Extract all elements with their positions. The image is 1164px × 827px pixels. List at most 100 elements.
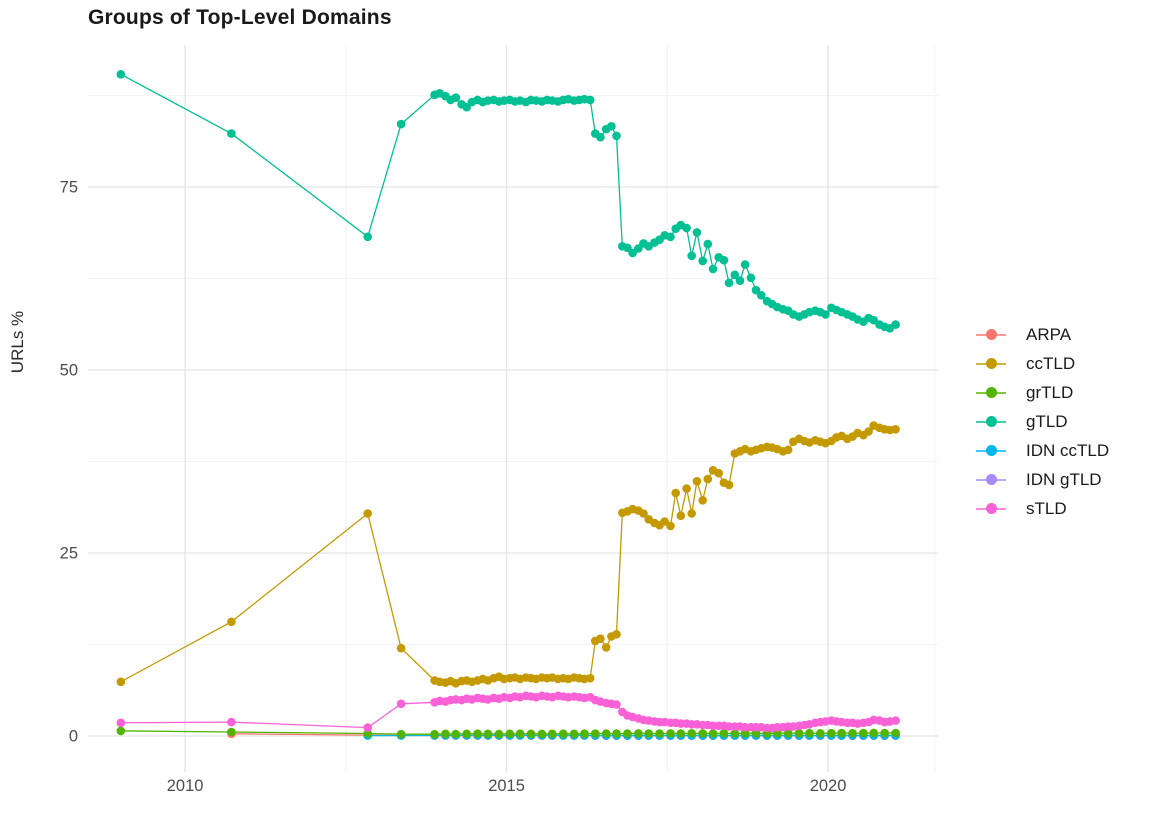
data-point [746,273,756,283]
data-point [848,728,857,738]
data-point [547,729,557,739]
legend: ARPA ccTLD grTLD gTLD IDN ccTLD IDN gTLD sTLD [976,324,1109,519]
data-point [227,129,236,138]
legend-item-label: ARPA [1026,324,1072,344]
legend-key-icon [976,324,1006,345]
series-cctld [116,421,900,688]
data-point [708,729,718,738]
data-point [430,729,439,739]
legend-item-grtld: grTLD [976,382,1109,403]
legend-key-icon [976,411,1006,432]
data-point [698,729,707,738]
x-tick-label: 2020 [810,777,847,795]
legend-item-label: IDN ccTLD [1026,440,1110,460]
data-point [363,232,373,242]
data-point [494,729,504,739]
grid-minor [88,45,938,772]
data-point [880,728,889,738]
y-tick-label: 50 [60,362,78,380]
legend-item-idn-cctld: IDN ccTLD [976,440,1109,461]
data-point [473,729,482,738]
legend-key-icon [976,440,1006,461]
data-point [666,232,675,242]
data-point [612,131,621,141]
data-point [396,699,406,709]
legend-item-arpa: ARPA [976,324,1109,345]
data-point [682,484,691,493]
data-point [363,729,373,738]
data-point [869,728,878,738]
data-point [698,496,707,505]
data-point [462,729,472,739]
data-point [735,276,745,286]
data-point [116,677,126,687]
y-axis-title: URLs % [8,310,27,374]
data-point [596,634,605,643]
legend-item-label: sTLD [1026,498,1067,518]
data-point [687,251,696,261]
data-point [585,673,595,683]
data-point [703,239,713,249]
data-point [505,729,515,739]
data-point [891,320,900,329]
data-point [794,728,804,738]
legend-item-label: IDN gTLD [1026,469,1102,489]
data-point [687,729,696,738]
legend-key-icon [976,382,1006,403]
data-point [682,223,691,233]
data-point [441,729,450,739]
data-point [396,729,406,739]
series-grtld [116,726,900,739]
legend-item-gtld: gTLD [976,411,1109,432]
data-point [692,228,702,237]
legend-key-dot [986,445,997,456]
data-point [859,728,868,738]
data-point [687,509,696,518]
data-point [827,728,836,738]
y-tick-label: 0 [69,728,78,746]
series-stld-points [116,691,900,733]
data-point [730,729,740,738]
legend-key-dot [986,474,997,485]
data-point [891,716,900,725]
data-point [698,256,707,266]
series-gtld-points [116,70,900,333]
legend-item-label: ccTLD [1026,353,1076,373]
data-point [821,310,830,319]
data-point [634,729,643,738]
data-point [655,729,664,738]
data-point [451,729,461,739]
data-point [724,278,734,288]
y-tick-label: 75 [60,179,78,197]
chart-title: Groups of Top-Level Domains [88,6,392,29]
data-point [692,477,702,486]
data-point [703,474,713,484]
data-point [451,93,461,102]
data-point [227,727,236,737]
legend-key-dot [986,416,997,427]
data-point [644,729,653,738]
data-point [816,729,825,738]
data-point [601,643,611,652]
data-point [864,427,873,436]
legend-item-label: grTLD [1026,382,1074,402]
data-point [783,729,793,738]
data-point [756,291,766,300]
series-cctld-points [116,421,900,688]
legend-key-dot [986,387,997,398]
legend-key-dot [986,358,997,369]
grid-major [88,45,938,772]
data-point [526,729,536,739]
data-point [612,729,621,738]
data-point [596,132,605,142]
data-point [116,70,126,79]
data-point [227,617,236,627]
data-point [537,729,547,739]
data-point [724,480,734,490]
legend-key-icon [976,498,1006,519]
data-point [740,728,750,738]
data-point [601,729,611,738]
data-point [676,511,686,520]
legend-item-cctld: ccTLD [976,353,1109,374]
